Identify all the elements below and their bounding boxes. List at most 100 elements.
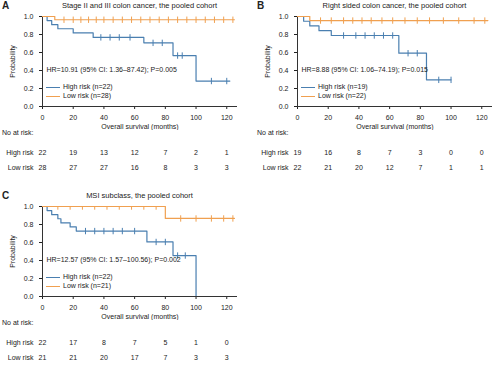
svg-text:Low risk: Low risk <box>263 164 289 171</box>
svg-text:22: 22 <box>39 339 47 346</box>
svg-text:0.4: 0.4 <box>279 67 289 74</box>
svg-text:16: 16 <box>131 164 139 171</box>
svg-text:8: 8 <box>102 339 106 346</box>
svg-text:80: 80 <box>161 304 169 311</box>
svg-text:0.8: 0.8 <box>24 221 34 228</box>
svg-text:3: 3 <box>418 149 422 156</box>
svg-text:1: 1 <box>225 149 229 156</box>
svg-text:Low risk: Low risk <box>8 354 34 361</box>
svg-text:0.2: 0.2 <box>24 275 34 282</box>
svg-text:0.2: 0.2 <box>24 85 34 92</box>
svg-text:60: 60 <box>386 114 394 121</box>
svg-text:Probability: Probability <box>9 235 17 268</box>
svg-text:2: 2 <box>194 149 198 156</box>
svg-text:40: 40 <box>100 304 108 311</box>
svg-text:3: 3 <box>225 354 229 361</box>
svg-text:22: 22 <box>294 164 302 171</box>
svg-text:22: 22 <box>39 149 47 156</box>
svg-text:40: 40 <box>100 114 108 121</box>
svg-text:100: 100 <box>190 304 202 311</box>
svg-text:8: 8 <box>357 149 361 156</box>
svg-text:0.6: 0.6 <box>24 49 34 56</box>
svg-text:3: 3 <box>194 354 198 361</box>
svg-text:60: 60 <box>131 114 139 121</box>
svg-text:12: 12 <box>131 149 139 156</box>
svg-text:21: 21 <box>69 354 77 361</box>
svg-text:7: 7 <box>418 164 422 171</box>
svg-text:1: 1 <box>194 339 198 346</box>
svg-text:0: 0 <box>41 114 45 121</box>
svg-text:120: 120 <box>221 304 233 311</box>
svg-text:19: 19 <box>69 149 77 156</box>
svg-text:0.2: 0.2 <box>279 85 289 92</box>
svg-text:3: 3 <box>225 164 229 171</box>
svg-text:7: 7 <box>163 354 167 361</box>
svg-text:120: 120 <box>221 114 233 121</box>
svg-text:19: 19 <box>294 149 302 156</box>
svg-text:17: 17 <box>69 339 77 346</box>
svg-text:Low risk: Low risk <box>8 164 34 171</box>
svg-text:5: 5 <box>163 339 167 346</box>
svg-text:Probability: Probability <box>264 45 272 78</box>
svg-text:0: 0 <box>41 304 45 311</box>
svg-text:HR=8.88 (95% CI: 1.06–74.19);: HR=8.88 (95% CI: 1.06–74.19); P=0.015 <box>302 66 429 74</box>
svg-text:0: 0 <box>296 114 300 121</box>
svg-text:17: 17 <box>131 354 139 361</box>
html-text:MSI subclass, the pooled cohor: MSI subclass, the pooled cohort <box>86 191 193 200</box>
svg-text:20: 20 <box>69 114 77 121</box>
svg-text:120: 120 <box>476 114 488 121</box>
svg-text:3: 3 <box>194 164 198 171</box>
svg-text:60: 60 <box>131 304 139 311</box>
svg-text:40: 40 <box>355 114 363 121</box>
svg-text:High risk: High risk <box>261 149 289 157</box>
svg-text:100: 100 <box>445 114 457 121</box>
svg-text:0: 0 <box>480 149 484 156</box>
svg-text:Overall survival (months): Overall survival (months) <box>101 123 178 131</box>
svg-text:0.4: 0.4 <box>24 257 34 264</box>
svg-text:21: 21 <box>39 354 47 361</box>
svg-text:1.0: 1.0 <box>279 13 289 20</box>
svg-text:HR=10.91 (95% CI: 1.36–87.42);: HR=10.91 (95% CI: 1.36–87.42); P=0.005 <box>47 66 177 74</box>
svg-text:0.4: 0.4 <box>24 67 34 74</box>
svg-text:1.0: 1.0 <box>24 203 34 210</box>
svg-text:7: 7 <box>133 339 137 346</box>
svg-text:0.0: 0.0 <box>24 293 34 300</box>
svg-text:Overall survival (months): Overall survival (months) <box>356 123 433 131</box>
svg-text:High risk: High risk <box>6 149 34 157</box>
svg-text:20: 20 <box>355 164 363 171</box>
svg-text:1: 1 <box>480 164 484 171</box>
svg-text:27: 27 <box>100 164 108 171</box>
svg-text:0.8: 0.8 <box>279 31 289 38</box>
svg-text:13: 13 <box>100 149 108 156</box>
svg-text:0: 0 <box>225 339 229 346</box>
svg-text:Overall survival (months): Overall survival (months) <box>101 313 178 321</box>
svg-text:28: 28 <box>39 164 47 171</box>
svg-text:20: 20 <box>100 354 108 361</box>
svg-text:80: 80 <box>161 114 169 121</box>
svg-text:27: 27 <box>69 164 77 171</box>
svg-text:0.6: 0.6 <box>24 239 34 246</box>
svg-text:7: 7 <box>163 149 167 156</box>
svg-text:7: 7 <box>388 149 392 156</box>
svg-text:High risk: High risk <box>6 339 34 347</box>
svg-text:80: 80 <box>416 114 424 121</box>
svg-text:21: 21 <box>324 164 332 171</box>
svg-text:0.0: 0.0 <box>24 103 34 110</box>
svg-text:HR=12.57 (95% CI: 1.57–100.56): HR=12.57 (95% CI: 1.57–100.56); P=0.002 <box>47 256 181 264</box>
svg-text:Probability: Probability <box>9 45 17 78</box>
svg-text:16: 16 <box>324 149 332 156</box>
svg-text:100: 100 <box>190 114 202 121</box>
html-text:A: A <box>2 0 10 11</box>
svg-text:0.8: 0.8 <box>24 31 34 38</box>
svg-text:0: 0 <box>449 149 453 156</box>
html-text:Right sided colon cancer, the: Right sided colon cancer, the pooled coh… <box>322 1 467 10</box>
svg-text:12: 12 <box>386 164 394 171</box>
svg-text:20: 20 <box>69 304 77 311</box>
svg-text:1.0: 1.0 <box>24 13 34 20</box>
html-text:Stage II and III colon cancer,: Stage II and III colon cancer, the poole… <box>61 1 217 10</box>
svg-text:0.0: 0.0 <box>279 103 289 110</box>
svg-text:8: 8 <box>163 164 167 171</box>
svg-text:20: 20 <box>324 114 332 121</box>
svg-text:0.6: 0.6 <box>279 49 289 56</box>
svg-text:1: 1 <box>449 164 453 171</box>
